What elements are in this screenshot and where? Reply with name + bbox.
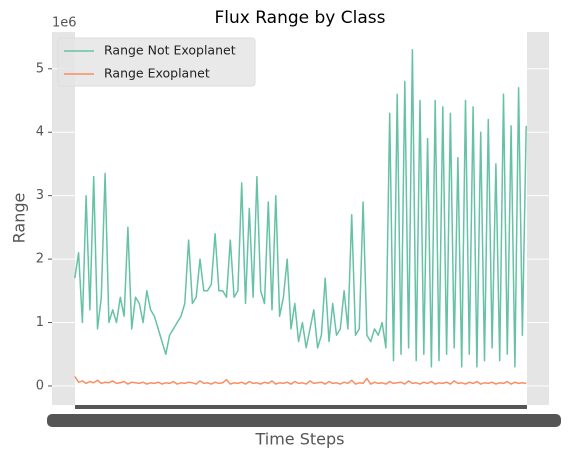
y-tick-label: 1 <box>36 315 44 330</box>
y-tick-label: 0 <box>36 378 44 393</box>
chart-title: Flux Range by Class <box>214 8 385 28</box>
y-offset-label: 1e6 <box>52 16 77 31</box>
y-tick-label: 3 <box>36 188 44 203</box>
x-tick-labels-overlap <box>47 414 561 427</box>
legend: Range Not Exoplanet Range Exoplanet <box>57 37 256 87</box>
legend-label: Range Exoplanet <box>104 66 210 81</box>
x-axis-label: Time Steps <box>254 430 344 449</box>
series-line <box>74 376 527 385</box>
y-axis-label: Range <box>10 193 29 244</box>
legend-box <box>57 37 256 87</box>
series-line <box>74 49 527 368</box>
lines <box>74 49 527 385</box>
y-tick-label: 4 <box>36 125 44 140</box>
x-tick-marks <box>75 405 527 409</box>
legend-label: Range Not Exoplanet <box>104 43 236 58</box>
y-tick-label: 2 <box>36 252 44 267</box>
y-tick-label: 5 <box>36 61 44 76</box>
